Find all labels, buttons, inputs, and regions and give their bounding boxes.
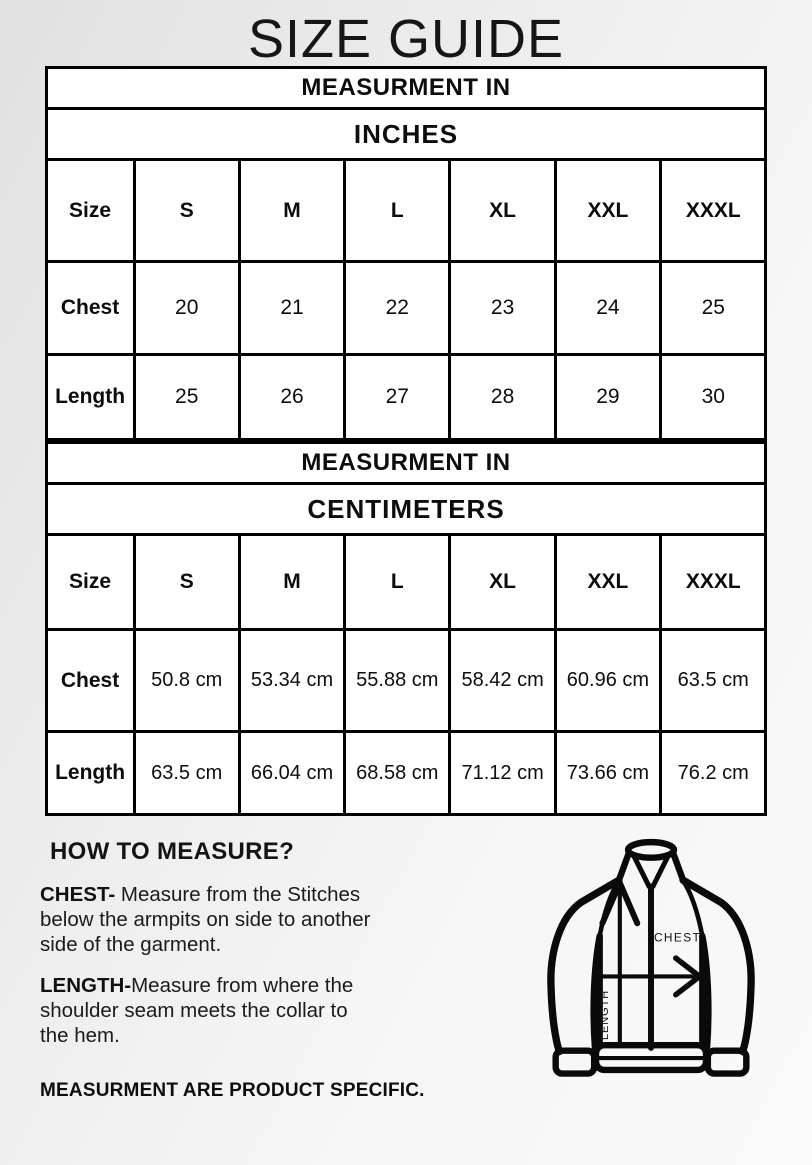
hem-band (592, 1041, 710, 1074)
length-term: LENGTH- (40, 973, 132, 997)
value-cell: 68.58 cm (343, 730, 452, 816)
size-header-cell: XXL (553, 533, 663, 631)
value-cell: 76.2 cm (659, 730, 768, 816)
length-diagram-label: LENGTH (599, 990, 611, 1040)
row-label: Chest (44, 628, 136, 733)
value-cell: 53.34 cm (237, 628, 347, 733)
value-cell: 71.12 cm (448, 730, 557, 816)
size-header-cell: L (343, 158, 452, 263)
value-cell: 23 (448, 260, 557, 356)
right-sleeve-outline (679, 876, 755, 1056)
chest-arrow-head (673, 955, 703, 998)
size-header-cell: XXL (553, 158, 663, 263)
value-cell: 50.8 cm (132, 628, 241, 733)
value-cell: 25 (132, 353, 241, 441)
jacket-diagram: CHEST LENGTH (547, 838, 755, 1077)
value-cell: 22 (343, 260, 452, 356)
value-cell: 58.42 cm (448, 628, 557, 733)
row-label: Size (44, 533, 136, 631)
table-row: Size S M L XL XXL XXXL (44, 158, 768, 263)
value-cell: 26 (237, 353, 347, 441)
chest-diagram-label: CHEST (654, 931, 701, 945)
row-label: Length (44, 353, 136, 441)
value-cell: 55.88 cm (343, 628, 452, 733)
value-cell: 30 (659, 353, 768, 441)
table-row: Chest 50.8 cm 53.34 cm 55.88 cm 58.42 cm… (44, 628, 768, 733)
centimeters-table: MEASURMENT IN CENTIMETERS Size S M L XL … (44, 441, 768, 816)
chest-instruction: CHEST- Measure from the Stitches below t… (40, 882, 432, 958)
value-cell: 28 (448, 353, 557, 441)
value-cell: 27 (343, 353, 452, 441)
value-cell: 29 (553, 353, 663, 441)
chest-line1: Measure from the Stitches (115, 883, 361, 906)
page-title: SIZE GUIDE (247, 9, 565, 69)
value-cell: 24 (553, 260, 663, 356)
row-label: Size (44, 158, 136, 263)
collar-inner-left (631, 852, 652, 890)
chest-line2: below the armpits on side to another (40, 908, 371, 932)
table-unit-name: INCHES (44, 107, 768, 161)
footnote: MEASURMENT ARE PRODUCT SPECIFIC. (40, 1080, 425, 1102)
right-raglan-seam (680, 878, 705, 939)
size-header-cell: XXXL (659, 533, 768, 631)
size-header-cell: S (132, 533, 241, 631)
table-row: MEASURMENT IN (44, 66, 768, 110)
chest-line3: side of the garment. (40, 933, 222, 957)
left-sleeve-outline (547, 876, 623, 1056)
length-line2: shoulder seam meets the collar to (40, 998, 348, 1022)
collar-inner-right (650, 852, 671, 890)
value-cell: 25 (659, 260, 768, 356)
jacket-diagram-container: CHEST LENGTH (520, 832, 782, 1102)
value-cell: 63.5 cm (659, 628, 768, 733)
size-header-cell: XL (448, 158, 557, 263)
chest-term: CHEST- (40, 883, 116, 906)
length-line1: Measure from where the (131, 973, 354, 997)
value-cell: 21 (237, 260, 347, 356)
table-unit-heading: MEASURMENT IN (44, 66, 768, 110)
collar-left-edge (615, 849, 633, 884)
value-cell: 60.96 cm (553, 628, 663, 733)
collar-right-edge (669, 849, 687, 884)
length-line3: the hem. (40, 1024, 120, 1048)
table-row: Length 63.5 cm 66.04 cm 68.58 cm 71.12 c… (44, 730, 768, 816)
row-label: Chest (44, 260, 136, 356)
row-label: Length (44, 730, 136, 816)
table-row: CENTIMETERS (44, 482, 768, 536)
size-header-cell: M (237, 158, 347, 263)
table-row: Length 25 26 27 28 29 30 (44, 353, 768, 441)
value-cell: 20 (132, 260, 241, 356)
length-arrow-head (599, 879, 641, 927)
value-cell: 63.5 cm (132, 730, 241, 816)
size-header-cell: XL (448, 533, 557, 631)
value-cell: 73.66 cm (553, 730, 663, 816)
value-cell: 66.04 cm (237, 730, 347, 816)
how-to-measure-section: HOW TO MEASURE? CHEST- Measure from the … (0, 832, 812, 1102)
table-row: INCHES (44, 107, 768, 161)
size-header-cell: M (237, 533, 347, 631)
size-header-cell: S (132, 158, 241, 263)
table-row: Chest 20 21 22 23 24 25 (44, 260, 768, 356)
how-to-measure-heading: HOW TO MEASURE? (50, 838, 295, 865)
table-unit-heading: MEASURMENT IN (44, 441, 768, 485)
size-header-cell: XXXL (659, 158, 768, 263)
table-unit-name: CENTIMETERS (44, 482, 768, 536)
inches-table: MEASURMENT IN INCHES Size S M L XL XXL X… (44, 66, 768, 441)
table-row: MEASURMENT IN (44, 441, 768, 485)
length-instruction: LENGTH-Measure from where the shoulder s… (40, 973, 432, 1049)
size-header-cell: L (343, 533, 452, 631)
table-row: Size S M L XL XXL XXXL (44, 533, 768, 631)
